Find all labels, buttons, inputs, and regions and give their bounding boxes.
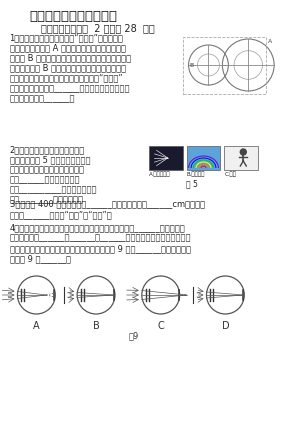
Text: B: B — [190, 63, 194, 68]
Text: 2．光在自然界中能产生很多奇妙: 2．光在自然界中能产生很多奇妙 — [10, 145, 85, 154]
Text: B.雨后彩虹: B.雨后彩虹 — [187, 171, 205, 176]
Text: 的是__________，属于光的反射: 的是__________，属于光的反射 — [10, 185, 97, 194]
FancyBboxPatch shape — [224, 146, 258, 170]
FancyBboxPatch shape — [149, 146, 183, 170]
Text: 些，这些现象中属于光的直线传播: 些，这些现象中属于光的直线传播 — [10, 165, 85, 174]
Text: 示位置后，在 B 点听到了手表的滴答声，这个实验: 示位置后，在 B 点听到了手表的滴答声，这个实验 — [10, 63, 126, 73]
Text: 播依靠的介质是______。: 播依靠的介质是______。 — [10, 94, 75, 103]
Text: A: A — [33, 321, 40, 331]
Text: 变为图 9 中______。: 变为图 9 中______。 — [10, 255, 70, 264]
Text: 一、填空题（每空  2 分，共 28  分）: 一、填空题（每空 2 分，共 28 分） — [41, 23, 155, 33]
Text: 增大了人听到声音的______，手表声在两伞之间传: 增大了人听到声音的______，手表声在两伞之间传 — [10, 84, 130, 93]
Text: B: B — [93, 321, 99, 331]
Text: 的是______，属于光的色散: 的是______，属于光的色散 — [10, 175, 80, 184]
Circle shape — [240, 149, 246, 155]
Text: 朵位于 B 点时听不到表声，把另一把雨伞放在左边图: 朵位于 B 点时听不到表声，把另一把雨伞放在左边图 — [10, 53, 130, 63]
Text: 网膜上成一个______、______的______像。现在很多学生很多不注意: 网膜上成一个______、______的______像。现在很多学生很多不注意 — [10, 233, 191, 242]
Text: C.手影: C.手影 — [224, 171, 236, 176]
Text: A.激光的传播: A.激光的传播 — [149, 171, 170, 176]
Text: 用眼保健，以致近视眼越来越多，近使时就如图 9 中的______，而矫正后则: 用眼保健，以致近视眼越来越多，近使时就如图 9 中的______，而矫正后则 — [10, 244, 190, 253]
Text: 的是________。（填代号）: 的是________。（填代号） — [10, 195, 83, 204]
Text: 图，在右边雨伞的 A 点挂一块机械手表，当她的耳: 图，在右边雨伞的 A 点挂一块机械手表，当她的耳 — [10, 43, 125, 52]
Text: 初二物理上学期竞赛试题: 初二物理上学期竞赛试题 — [29, 10, 117, 23]
FancyBboxPatch shape — [187, 146, 220, 170]
Text: 图 5: 图 5 — [186, 179, 197, 188]
Text: 图9: 图9 — [129, 331, 139, 340]
Text: 1．小聪用两把雨伞做了一个“聚音伞”的实验，如: 1．小聪用两把雨伞做了一个“聚音伞”的实验，如 — [10, 33, 123, 42]
Text: 以矫正______（选项“近视”或“远视”）: 以矫正______（选项“近视”或“远视”） — [10, 210, 112, 219]
Text: D: D — [222, 321, 229, 331]
Text: C: C — [157, 321, 164, 331]
Text: A: A — [268, 39, 272, 44]
Text: 的现象，如图 5 所示就是其中的一: 的现象，如图 5 所示就是其中的一 — [10, 155, 90, 164]
Text: 3．度数为 400 度的眼镜，是______透镜，其焦距为______cm，用它可: 3．度数为 400 度的眼镜，是______透镜，其焦距为______cm，用它… — [10, 199, 205, 208]
Text: 4．人的眼睛相当于一个照相机，视网膜相当于照相机的______，物体在视: 4．人的眼睛相当于一个照相机，视网膜相当于照相机的______，物体在视 — [10, 223, 185, 232]
Text: 表明声音也象光一样可以发生反射现象，“聚音伞”: 表明声音也象光一样可以发生反射现象，“聚音伞” — [10, 74, 123, 83]
